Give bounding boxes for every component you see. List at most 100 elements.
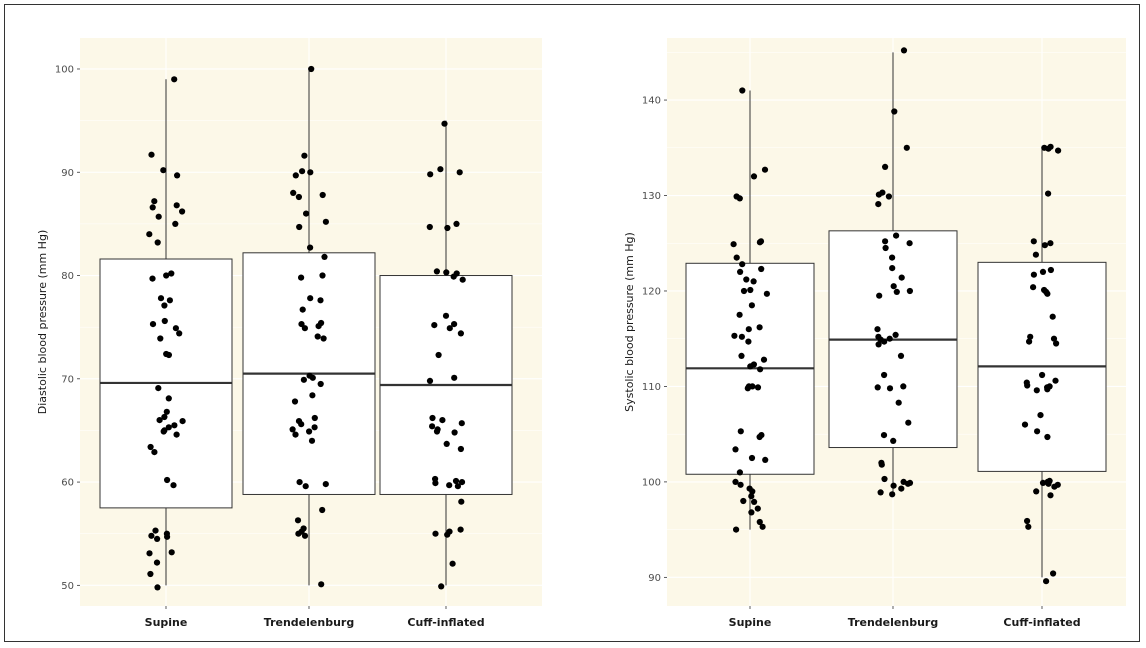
data-point [890,482,897,489]
data-point [875,341,882,348]
data-point [152,527,159,534]
data-point [744,385,751,392]
data-point [315,323,322,330]
data-point [431,322,438,329]
data-point [1034,428,1041,435]
data-point [154,239,161,246]
data-point [320,335,327,342]
y-tick-label: 100 [642,477,661,488]
x-tick-label: Trendelenburg [264,616,354,629]
data-point [754,505,761,512]
data-point [1049,313,1056,320]
data-point [161,413,168,421]
data-point [309,374,316,381]
data-point [756,239,764,246]
data-point [875,191,883,198]
y-tick-label: 90 [61,168,74,179]
x-tick-label: Cuff-inflated [407,616,484,629]
data-point [454,483,461,490]
data-point [289,426,296,433]
data-point [292,172,299,179]
data-point [1053,340,1060,347]
data-point [892,331,899,338]
data-point [449,560,456,567]
data-point [874,326,881,333]
data-point [749,488,756,495]
data-point [756,433,763,441]
data-point [750,173,758,180]
x-tick-label: Trendelenburg [848,616,938,629]
data-point [1030,238,1037,245]
data-point [308,65,315,73]
data-point [747,363,754,370]
panel-2: 90 100 110 120 130 140 Systolic blood pressure… [623,38,1126,629]
x-tick-label: Supine [145,616,188,629]
data-point [157,335,164,342]
data-point [881,338,888,345]
data-point [149,275,156,282]
data-point [730,241,737,248]
data-point [321,253,328,260]
data-point [154,535,161,543]
data-point [886,335,893,342]
data-point [153,559,161,566]
data-point [458,498,465,505]
data-point [758,265,765,273]
y-axis-title: Systolic blood pressure (mm Hg) [623,232,636,412]
data-point [1041,242,1048,249]
data-point [311,414,318,422]
data-point [904,480,912,487]
data-point [170,482,177,489]
data-point [429,423,436,430]
data-point [1055,147,1062,154]
data-point [296,223,303,231]
data-point [748,493,755,500]
data-point [900,383,907,390]
data-point [298,421,305,428]
data-point [433,428,441,435]
data-point [173,431,180,438]
data-point [317,297,324,304]
box-cuff-inflated [379,120,513,586]
data-point [1030,284,1037,291]
data-point [1021,421,1029,428]
data-point [426,223,433,231]
data-point [906,240,913,247]
data-point [1032,251,1039,258]
data-point [1050,570,1057,577]
data-point [743,276,750,283]
data-point [732,446,739,453]
data-point [318,581,325,588]
y-tick-label: 120 [642,286,661,297]
data-point [148,532,155,539]
data-point [756,518,763,526]
data-point [451,321,458,328]
data-point [164,533,171,540]
y-tick-label: 70 [61,374,74,385]
data-point [453,220,460,227]
data-point [160,428,167,435]
data-point [1051,483,1058,490]
data-point [903,144,910,151]
data-point [748,302,756,309]
data-point [296,479,303,486]
data-point [179,418,186,425]
data-point [307,169,314,176]
data-point [736,195,743,202]
data-point [161,317,168,325]
data-point [295,193,302,201]
data-point [168,270,175,277]
box-supine [99,79,233,586]
data-point [164,476,171,484]
data-point [759,523,766,530]
box-cuff-inflated [977,147,1107,578]
data-point [754,384,762,391]
data-point [738,352,745,359]
data-point [457,526,464,533]
y-tick-label: 90 [648,573,661,584]
data-point [731,332,738,339]
data-point [309,392,316,399]
data-point [739,261,746,268]
data-point [442,312,450,319]
data-point [163,272,170,279]
